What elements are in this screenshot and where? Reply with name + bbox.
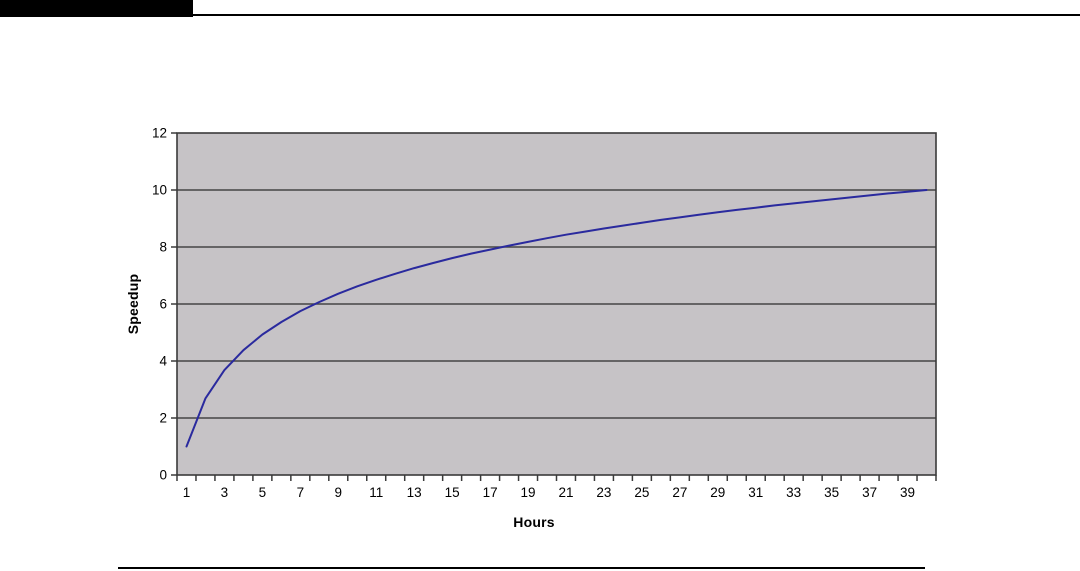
x-tick-label: 11 — [369, 485, 383, 500]
y-tick-label: 8 — [159, 240, 167, 255]
x-tick-label: 21 — [558, 485, 573, 500]
x-tick-label: 5 — [259, 485, 267, 500]
x-tick-label: 15 — [445, 485, 460, 500]
y-tick-label: 0 — [159, 468, 167, 483]
x-tick-label: 31 — [748, 485, 763, 500]
x-axis-title: Hours — [513, 514, 555, 530]
y-tick-label: 6 — [159, 297, 167, 312]
bottom-divider-rule — [118, 567, 925, 569]
y-tick-label: 2 — [159, 411, 167, 426]
x-tick-label: 17 — [483, 485, 498, 500]
y-axis-title: Speedup — [125, 273, 141, 335]
x-tick-label: 29 — [710, 485, 725, 500]
x-tick-label: 39 — [900, 485, 915, 500]
x-tick-label: 23 — [596, 485, 611, 500]
x-tick-label: 13 — [407, 485, 422, 500]
redacted-title-block — [0, 0, 193, 17]
x-tick-label: 19 — [521, 485, 536, 500]
y-tick-label: 10 — [152, 183, 167, 198]
x-tick-label: 1 — [183, 485, 191, 500]
speedup-curve — [185, 189, 928, 448]
x-tick-label: 37 — [862, 485, 877, 500]
top-divider-rule — [0, 14, 1080, 16]
y-tick-label: 12 — [152, 126, 167, 141]
x-tick-label: 7 — [297, 485, 305, 500]
x-tick-label: 9 — [335, 485, 343, 500]
x-tick-label: 33 — [786, 485, 801, 500]
y-tick-label: 4 — [159, 354, 167, 369]
x-tick-label: 35 — [824, 485, 839, 500]
x-tick-label: 27 — [672, 485, 687, 500]
x-tick-label: 3 — [221, 485, 229, 500]
x-tick-label: 25 — [634, 485, 649, 500]
